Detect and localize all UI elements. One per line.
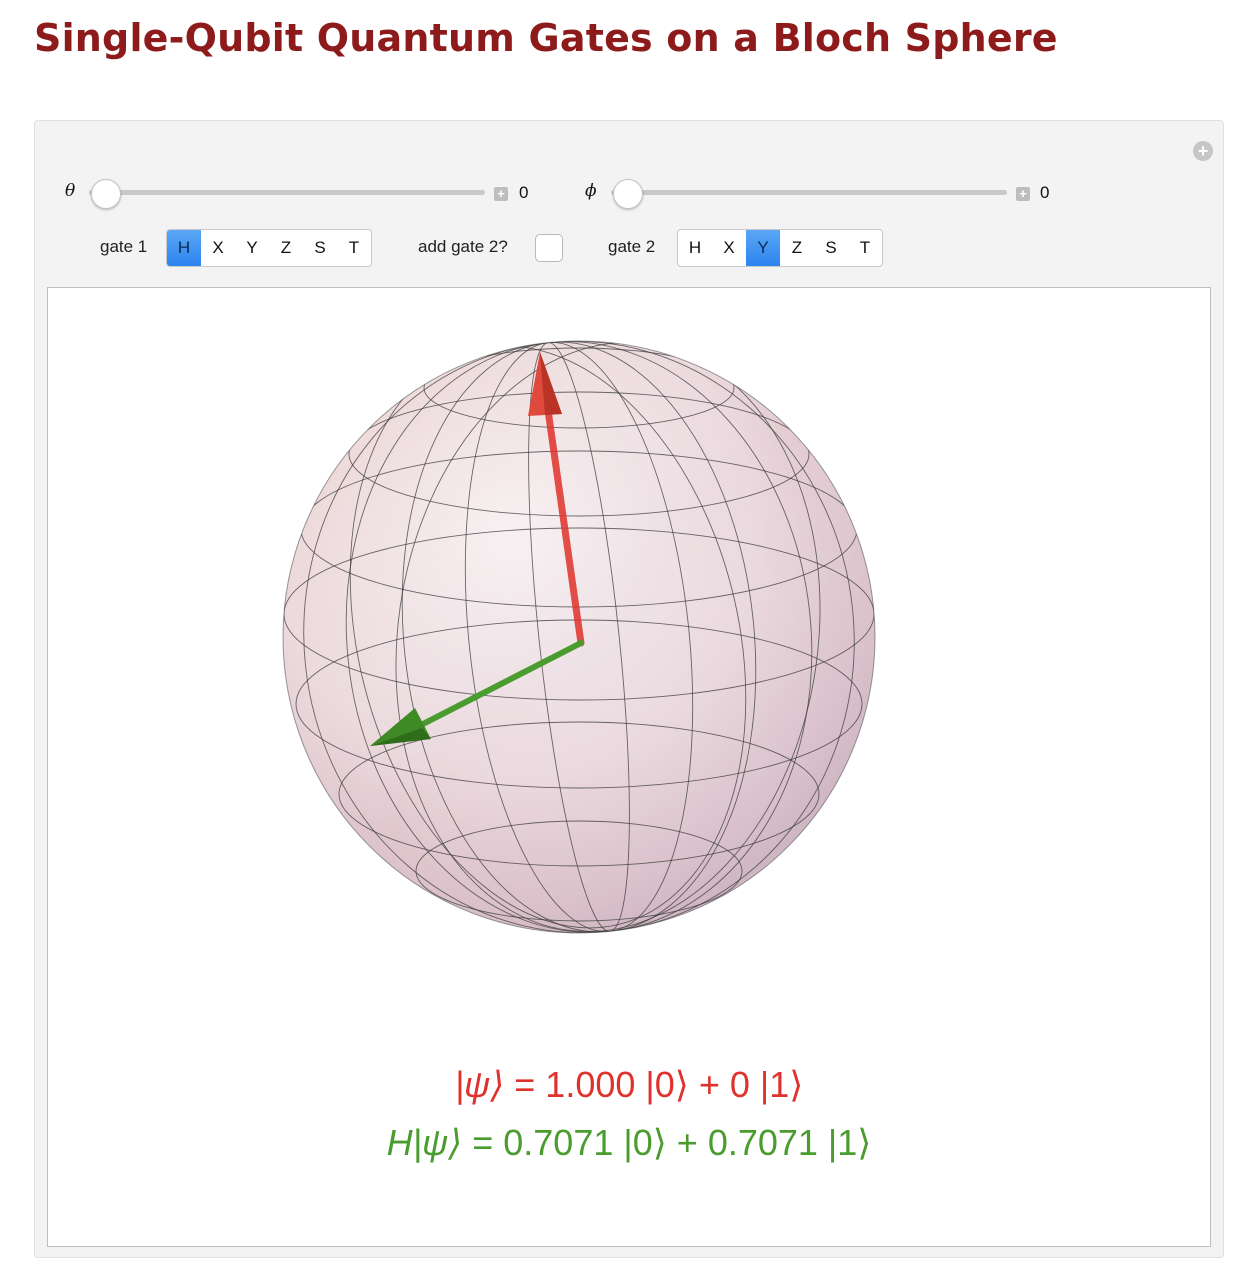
latitude-ring [338,721,820,867]
theta-value: 0 [519,183,529,202]
applied-gate-operator: H [386,1122,413,1163]
bloch-sphere-graphic[interactable] [48,288,1210,1246]
gate1-option-t[interactable]: T [348,238,360,257]
gate2-label: gate 2 [608,237,656,256]
gate1-option-x[interactable]: X [212,238,224,257]
latitude-ring [423,347,735,429]
initial-state-ket: |ψ⟩ [454,1064,505,1105]
initial-state-equation: |ψ⟩ = 1.000 |0⟩ + 0 |1⟩ [48,1064,1210,1106]
theta-slider-track[interactable] [89,190,485,195]
gate1-option-s[interactable]: S [314,238,326,257]
gate2-option-t[interactable]: T [859,238,871,257]
transformed-state-amplitudes: = 0.7071 |0⟩ + 0.7071 |1⟩ [462,1122,872,1163]
gate2-option-y[interactable]: Y [746,230,780,266]
output-pane: |ψ⟩ = 1.000 |0⟩ + 0 |1⟩ H|ψ⟩ = 0.7071 |0… [47,287,1211,1247]
sphere-outline [282,340,876,934]
gate1-option-y[interactable]: Y [246,238,258,257]
manipulate-panel: + θ + 0 ϕ + 0 gate 1 H X Y Z S T add gat… [34,120,1224,1258]
phi-slider-track[interactable] [611,190,1007,195]
theta-label: θ [65,181,76,201]
phi-label: ϕ [585,181,597,201]
gate2-option-z[interactable]: Z [791,238,803,257]
gate2-option-x[interactable]: X [723,238,735,257]
initial-state-vector [528,352,585,647]
gate2-setter-bar: H X Y Z S T [677,229,883,267]
transformed-state-ket: |ψ⟩ [412,1122,463,1163]
gate1-option-z[interactable]: Z [280,238,292,257]
transformed-state-vector [370,640,584,746]
transformed-state-equation: H|ψ⟩ = 0.7071 |0⟩ + 0.7071 |1⟩ [48,1122,1210,1164]
phi-increment-icon[interactable]: + [1016,187,1030,201]
gate2-option-h[interactable]: H [688,238,702,257]
theta-slider-thumb[interactable] [91,179,121,209]
plus-icon[interactable]: + [1193,141,1213,161]
phi-slider-thumb[interactable] [613,179,643,209]
gate2-option-s[interactable]: S [825,238,837,257]
latitude-ring [348,391,810,517]
gate1-label: gate 1 [100,237,148,256]
add-gate2-checkbox[interactable] [535,234,563,262]
gate1-option-h[interactable]: H [167,230,201,266]
initial-state-amplitudes: = 1.000 |0⟩ + 0 |1⟩ [504,1064,804,1105]
theta-increment-icon[interactable]: + [494,187,508,201]
page-title: Single-Qubit Quantum Gates on a Bloch Sp… [34,16,1058,60]
gate1-setter-bar: H X Y Z S T [166,229,372,267]
add-gate2-label: add gate 2? [418,237,508,256]
phi-value: 0 [1040,183,1050,202]
latitude-ring [415,820,743,922]
